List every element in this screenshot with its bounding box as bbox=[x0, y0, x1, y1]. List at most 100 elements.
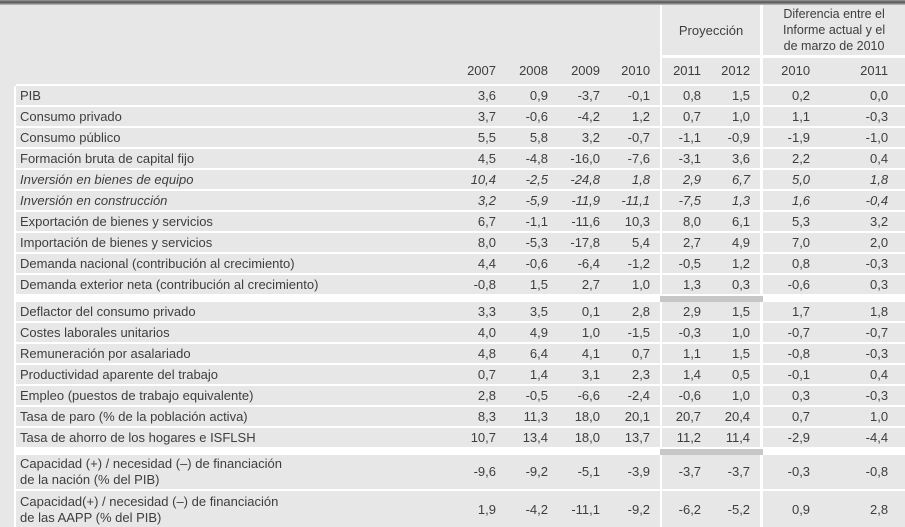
value-cell: -7,6 bbox=[610, 149, 661, 170]
table-row: Remuneración por asalariado 4,8 6,4 4,1 0,7 1… bbox=[16, 344, 905, 365]
value-cell: 2,0 bbox=[820, 233, 905, 254]
value-cell: -3,1 bbox=[660, 149, 712, 170]
value-cell: 1,5 bbox=[711, 302, 764, 323]
value-cell: 11,3 bbox=[506, 407, 558, 428]
value-cell: -3,7 bbox=[660, 455, 712, 491]
value-cell: 7,0 bbox=[763, 233, 821, 254]
value-cell: -0,8 bbox=[763, 344, 821, 365]
value-cell: 6,7 bbox=[711, 170, 764, 191]
row-label: Inversión en construcción bbox=[16, 191, 444, 212]
value-cell: -0,3 bbox=[820, 386, 905, 407]
row-label: Tasa de ahorro de los hogares e ISFLSH bbox=[16, 428, 444, 449]
value-cell: 2,9 bbox=[660, 170, 712, 191]
value-cell: 1,6 bbox=[763, 191, 821, 212]
value-cell: 3,1 bbox=[558, 365, 610, 386]
value-cell: -7,5 bbox=[660, 191, 712, 212]
table-row: Consumo privado 3,7 -0,6 -4,2 1,2 0,7 1,0 1,1 -0… bbox=[16, 107, 905, 128]
value-cell: 1,4 bbox=[506, 365, 558, 386]
gap-cell bbox=[660, 449, 712, 455]
value-cell: 2,7 bbox=[558, 275, 610, 296]
value-cell: 3,6 bbox=[444, 86, 506, 107]
value-cell: -0,3 bbox=[820, 344, 905, 365]
value-cell: -0,3 bbox=[660, 323, 712, 344]
value-cell: 1,8 bbox=[820, 170, 905, 191]
value-cell: 1,2 bbox=[610, 107, 661, 128]
difference-year-col-header: 2010 bbox=[763, 58, 821, 86]
value-cell: 5,4 bbox=[610, 233, 661, 254]
table-row: Capacidad(+) / necesidad (–) de financia… bbox=[16, 491, 905, 527]
row-label: Productividad aparente del trabajo bbox=[16, 365, 444, 386]
value-cell: -6,2 bbox=[660, 491, 712, 527]
value-cell: -5,1 bbox=[558, 455, 610, 491]
value-cell: 0,7 bbox=[660, 107, 712, 128]
value-cell: -0,6 bbox=[660, 386, 712, 407]
value-cell: 4,9 bbox=[711, 233, 764, 254]
value-cell: 1,0 bbox=[610, 275, 661, 296]
value-cell: -5,2 bbox=[711, 491, 764, 527]
value-cell: 6,1 bbox=[711, 212, 764, 233]
row-label: Deflactor del consumo privado bbox=[16, 302, 444, 323]
value-cell: 13,7 bbox=[610, 428, 661, 449]
value-cell: 0,9 bbox=[506, 86, 558, 107]
value-cell: -4,2 bbox=[506, 491, 558, 527]
value-cell: -3,9 bbox=[610, 455, 661, 491]
value-cell: 6,4 bbox=[506, 344, 558, 365]
value-cell: -0,3 bbox=[820, 254, 905, 275]
year-col-header: 2007 bbox=[444, 58, 506, 86]
year-header-row: 2007 2008 2009 2010 2011 2012 2010 2011 bbox=[16, 58, 905, 86]
value-cell: -0,7 bbox=[610, 128, 661, 149]
value-cell: 0,5 bbox=[711, 365, 764, 386]
value-cell: 5,8 bbox=[506, 128, 558, 149]
value-cell: 0,9 bbox=[763, 491, 821, 527]
value-cell: -9,2 bbox=[506, 455, 558, 491]
value-cell: 3,2 bbox=[444, 191, 506, 212]
value-cell: -11,6 bbox=[558, 212, 610, 233]
value-cell: -2,9 bbox=[763, 428, 821, 449]
value-cell: 1,5 bbox=[711, 344, 764, 365]
value-cell: -0,6 bbox=[763, 275, 821, 296]
value-cell: -0,4 bbox=[820, 191, 905, 212]
value-cell: 3,5 bbox=[506, 302, 558, 323]
value-cell: 10,4 bbox=[444, 170, 506, 191]
table-row: Consumo público 5,5 5,8 3,2 -0,7 -1,1 -0,9 -1,9… bbox=[16, 128, 905, 149]
value-cell: 2,2 bbox=[763, 149, 821, 170]
value-cell: -0,9 bbox=[711, 128, 764, 149]
value-cell: 18,0 bbox=[558, 428, 610, 449]
value-cell: -0,3 bbox=[763, 455, 821, 491]
table-row: Deflactor del consumo privado 3,3 3,5 0,1 2,… bbox=[16, 302, 905, 323]
difference-header: Diferencia entre el Informe actual y el … bbox=[763, 5, 905, 58]
table-row: Empleo (puestos de trabajo equivalente) 2… bbox=[16, 386, 905, 407]
value-cell: 3,2 bbox=[558, 128, 610, 149]
value-cell: 8,3 bbox=[444, 407, 506, 428]
value-cell: 8,0 bbox=[660, 212, 712, 233]
row-label: Tasa de paro (% de la población activa) bbox=[16, 407, 444, 428]
value-cell: 1,8 bbox=[820, 302, 905, 323]
header-spacer bbox=[16, 58, 444, 86]
table-row: PIB 3,6 0,9 -3,7 -0,1 0,8 1,5 0,2 0,0 bbox=[16, 86, 905, 107]
difference-year-col-header: 2011 bbox=[820, 58, 905, 86]
value-cell: 4,1 bbox=[558, 344, 610, 365]
row-label: Demanda nacional (contribución al crecim… bbox=[16, 254, 444, 275]
value-cell: -0,3 bbox=[820, 107, 905, 128]
value-cell: 11,2 bbox=[660, 428, 712, 449]
value-cell: -17,8 bbox=[558, 233, 610, 254]
value-cell: 20,4 bbox=[711, 407, 764, 428]
row-label: Demanda exterior neta (contribución al c… bbox=[16, 275, 444, 296]
gap-cell bbox=[711, 449, 764, 455]
gap-cell bbox=[558, 449, 610, 455]
value-cell: 2,3 bbox=[610, 365, 661, 386]
gap-cell bbox=[660, 296, 712, 302]
value-cell: -11,1 bbox=[558, 491, 610, 527]
gap-cell bbox=[444, 449, 506, 455]
table-row: Tasa de paro (% de la población activa) 8… bbox=[16, 407, 905, 428]
value-cell: 0,3 bbox=[820, 275, 905, 296]
gap-cell bbox=[444, 296, 506, 302]
value-cell: 1,1 bbox=[763, 107, 821, 128]
value-cell: 0,1 bbox=[558, 302, 610, 323]
value-cell: -1,9 bbox=[763, 128, 821, 149]
value-cell: 1,3 bbox=[660, 275, 712, 296]
value-cell: 1,2 bbox=[711, 254, 764, 275]
gap-cell bbox=[610, 449, 661, 455]
value-cell: -0,1 bbox=[763, 365, 821, 386]
value-cell: -6,6 bbox=[558, 386, 610, 407]
